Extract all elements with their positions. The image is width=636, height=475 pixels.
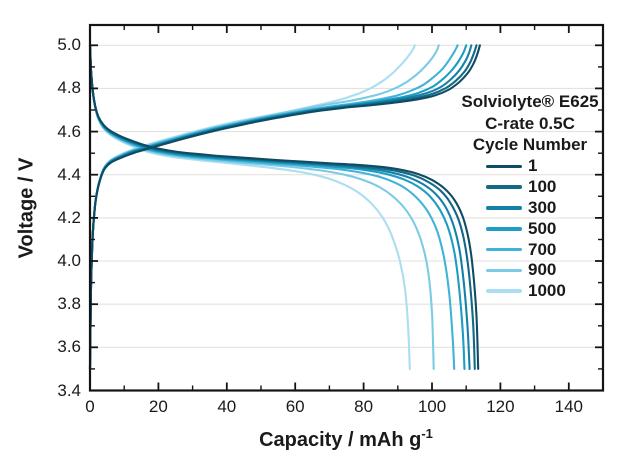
x-tick-label: 80 xyxy=(354,396,374,416)
series xyxy=(88,44,481,370)
legend-entry-label: 1 xyxy=(528,156,538,176)
legend-entry-cycle-300: 300 xyxy=(444,198,616,219)
legend-header-product: Solviolyte® E625 xyxy=(461,92,599,111)
legend-line-swatch xyxy=(486,226,522,231)
x-tick-label: 20 xyxy=(148,396,168,416)
y-axis-title: Voltage / V xyxy=(15,157,38,259)
x-tick-label: 140 xyxy=(554,396,583,416)
legend-entry-cycle-1: 1 xyxy=(444,156,616,177)
legend: Solviolyte® E625 C-rate 0.5C Cycle Numbe… xyxy=(444,91,616,302)
legend-line-swatch xyxy=(486,185,522,189)
discharge-curve-cycle-1 xyxy=(88,44,480,370)
y-tick-label: 5.0 xyxy=(57,35,81,55)
y-tick-label: 4.0 xyxy=(57,251,81,270)
charge-curve-cycle-1000 xyxy=(88,44,416,370)
legend-entry-label: 900 xyxy=(528,260,557,280)
x-axis-title-main: Capacity / mAh g xyxy=(259,428,422,451)
y-tick-label: 4.4 xyxy=(57,164,81,184)
charge-curve-cycle-900 xyxy=(88,44,440,370)
x-tick-label: 100 xyxy=(417,396,447,416)
x-axis-title-superscript: -1 xyxy=(421,426,433,442)
legend-line-swatch xyxy=(486,247,522,252)
legend-header-cycle-number: Cycle Number xyxy=(472,135,588,154)
y-tick-label: 4.8 xyxy=(57,78,81,98)
y-tick-label: 4.6 xyxy=(57,121,81,141)
y-tick-label: 3.4 xyxy=(57,380,81,400)
legend-entry-cycle-500: 500 xyxy=(444,218,616,239)
legend-entry-label: 300 xyxy=(528,197,557,217)
y-tick-label: 3.8 xyxy=(57,294,81,314)
tick-marks xyxy=(89,25,603,392)
legend-entry-label: 1000 xyxy=(528,281,566,301)
charge-curve-cycle-1 xyxy=(88,44,481,370)
legend-header-crate: C-rate 0.5C xyxy=(485,114,575,133)
legend-entry-cycle-700: 700 xyxy=(444,239,616,260)
legend-line-swatch xyxy=(486,206,522,210)
charge-curve-cycle-500 xyxy=(88,44,468,370)
plot-frame xyxy=(88,23,605,392)
legend-entries: 1 100 300 500 700 900 1000 xyxy=(444,156,616,302)
legend-entry-label: 500 xyxy=(528,218,557,238)
y-tick-label: 3.6 xyxy=(57,337,81,357)
x-tick-label: 0 xyxy=(85,396,95,416)
y-tick-label: 4.2 xyxy=(57,207,81,227)
legend-entry-label: 100 xyxy=(528,177,557,197)
x-tick-label: 120 xyxy=(486,396,515,416)
legend-entry-label: 700 xyxy=(528,239,557,259)
legend-line-swatch xyxy=(486,289,522,293)
legend-entry-cycle-100: 100 xyxy=(444,177,616,198)
x-tick-label: 40 xyxy=(217,396,237,416)
legend-entry-cycle-1000: 1000 xyxy=(444,281,616,302)
x-axis-title: Capacity / mAh g-1 xyxy=(259,426,433,452)
legend-line-swatch xyxy=(486,164,522,169)
discharge-curve-cycle-1000 xyxy=(88,44,411,370)
x-tick-label: 60 xyxy=(285,396,305,416)
legend-entry-cycle-900: 900 xyxy=(444,260,616,281)
legend-line-swatch xyxy=(486,268,522,273)
